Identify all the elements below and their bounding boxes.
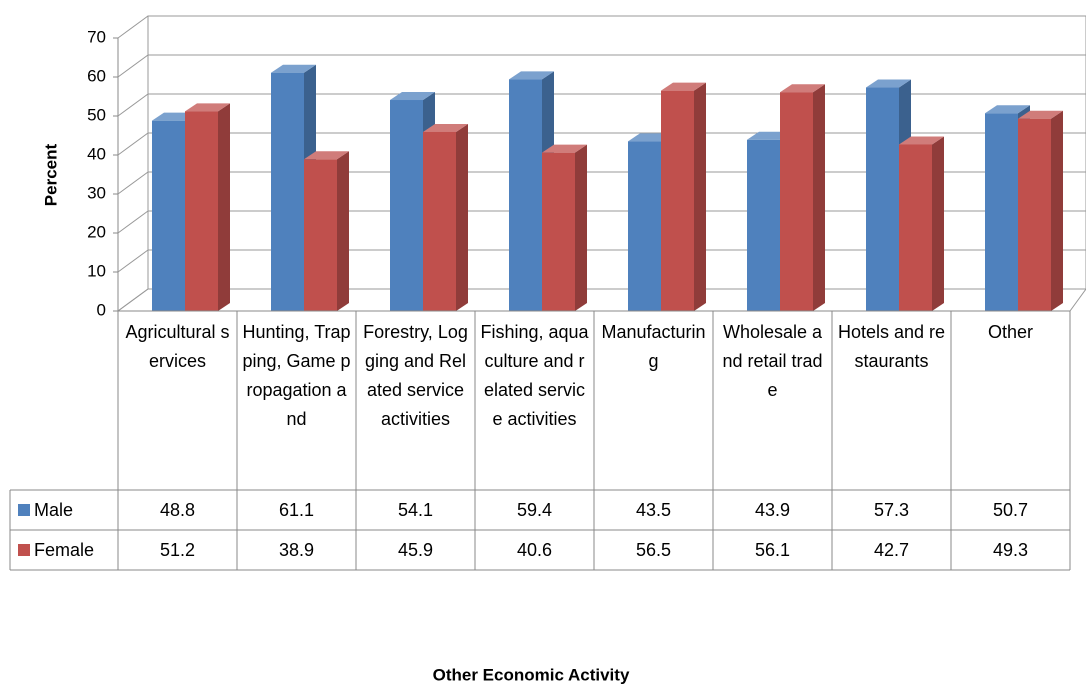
table-value: 51.2 — [159, 540, 196, 560]
bar-side — [1051, 110, 1063, 311]
bar-front — [747, 139, 780, 311]
bar-front — [423, 131, 456, 311]
bar-top — [661, 82, 706, 91]
table-value: 38.9 — [278, 540, 315, 560]
y-tick-label: 40 — [87, 144, 106, 163]
bar-front — [661, 90, 694, 312]
bar-top — [985, 105, 1030, 114]
bar-front — [780, 92, 813, 312]
table-value: 40.6 — [516, 540, 553, 560]
category-label: Manufacturing — [601, 322, 706, 371]
table-value: 43.9 — [754, 500, 791, 520]
bar-side — [694, 82, 706, 312]
legend-swatch — [18, 504, 30, 516]
table-value: 49.3 — [992, 540, 1029, 560]
category-label: Hunting, Trapping, Game propagation and — [242, 322, 351, 429]
y-tick-label: 60 — [87, 66, 106, 85]
bar-side — [932, 136, 944, 311]
grid-line — [117, 93, 1086, 117]
legend-swatch — [18, 544, 30, 556]
legend-label: Male — [34, 500, 74, 520]
bar-side — [813, 84, 825, 312]
bar-front — [899, 144, 932, 311]
table-value: 57.3 — [873, 500, 910, 520]
table-value: 56.1 — [754, 540, 791, 560]
bar — [542, 144, 587, 311]
bar-side — [575, 144, 587, 311]
bar — [661, 82, 706, 312]
bar — [509, 71, 554, 311]
bar-top — [899, 136, 944, 145]
bar-top — [780, 84, 825, 93]
bar-side — [456, 123, 468, 312]
y-tick-label: 10 — [87, 261, 106, 280]
bar-top — [390, 92, 435, 101]
table-value: 48.8 — [159, 500, 196, 520]
grid-line — [117, 15, 1086, 39]
category-label: Forestry, Logging and Related service ac… — [363, 322, 468, 429]
category-label: Hotels and restaurants — [837, 322, 946, 371]
bar-top — [271, 64, 316, 73]
bar-front — [866, 87, 899, 311]
table-value: 43.5 — [635, 500, 672, 520]
table-value: 45.9 — [397, 540, 434, 560]
bar-side — [337, 151, 349, 311]
bar-front — [152, 120, 185, 312]
table-value: 50.7 — [992, 500, 1029, 520]
y-tick-label: 20 — [87, 222, 106, 241]
category-label: Agricultural services — [125, 322, 230, 371]
bar-top — [542, 144, 587, 153]
bar-side — [218, 103, 230, 311]
bar-front — [985, 113, 1018, 312]
category-label: Other — [987, 322, 1034, 342]
grid-line — [117, 54, 1086, 78]
y-tick-label: 70 — [87, 27, 106, 46]
bar-front — [304, 159, 337, 311]
bar-top — [185, 103, 230, 112]
bar — [899, 136, 944, 311]
bar — [185, 103, 230, 311]
y-axis-title: Percent — [41, 143, 60, 206]
bar-front — [185, 111, 218, 311]
bar — [780, 84, 825, 312]
bar-top — [866, 79, 911, 88]
bar-top — [509, 71, 554, 80]
bar — [304, 151, 349, 311]
bar-top — [423, 123, 468, 132]
y-tick-label: 50 — [87, 105, 106, 124]
bar-top — [1018, 110, 1063, 119]
category-label: Wholesale and retail trade — [722, 322, 823, 400]
bar-top — [304, 151, 349, 160]
bar-front — [509, 79, 542, 311]
bar — [423, 123, 468, 312]
y-tick-label: 30 — [87, 183, 106, 202]
table-value: 42.7 — [873, 540, 910, 560]
x-axis-title: Other Economic Activity — [433, 665, 630, 684]
bar-front — [271, 72, 304, 312]
y-tick-label: 0 — [97, 300, 106, 319]
bar-front — [542, 152, 575, 311]
bar-front — [390, 100, 423, 311]
category-label: Fishing, aquaculture and related service… — [480, 322, 589, 429]
bar-front — [628, 141, 661, 311]
bar-front — [1018, 118, 1051, 311]
bar — [1018, 110, 1063, 311]
table-value: 56.5 — [635, 540, 672, 560]
table-value: 54.1 — [397, 500, 434, 520]
table-value: 61.1 — [278, 500, 315, 520]
legend-label: Female — [34, 540, 95, 560]
table-value: 59.4 — [516, 500, 553, 520]
